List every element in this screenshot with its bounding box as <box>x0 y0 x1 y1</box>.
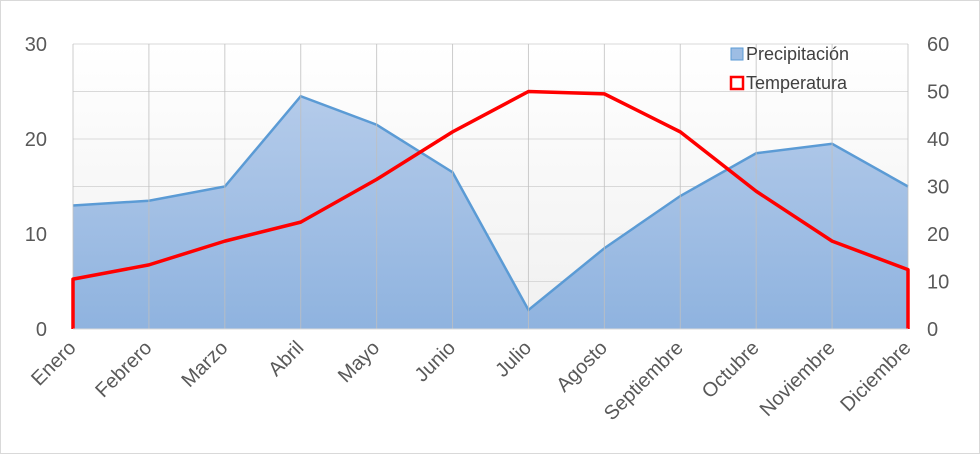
legend-label-precipitacion: Precipitación <box>746 44 849 64</box>
legend-swatch-precipitacion <box>731 48 743 60</box>
right-tick-label: 40 <box>927 129 949 151</box>
x-tick-label: Febrero <box>91 337 156 402</box>
legend-label-temperatura: Temperatura <box>746 73 848 93</box>
x-tick-label: Noviembre <box>756 337 840 421</box>
right-tick-label: 0 <box>927 319 938 341</box>
x-tick-label: Enero <box>27 337 80 390</box>
right-axis: 0 10 20 30 40 50 60 <box>927 34 949 341</box>
right-tick-label: 50 <box>927 82 949 104</box>
right-tick-label: 60 <box>927 34 949 56</box>
x-tick-label: Septiembre <box>600 337 688 425</box>
legend-swatch-temperatura <box>731 77 743 89</box>
x-tick-label: Octubre <box>698 337 764 403</box>
right-tick-label: 30 <box>927 177 949 199</box>
x-tick-label: Diciembre <box>836 337 915 416</box>
left-tick-label: 20 <box>25 129 47 151</box>
x-tick-label: Agosto <box>552 337 612 397</box>
right-tick-label: 20 <box>927 224 949 246</box>
right-tick-label: 10 <box>927 272 949 294</box>
x-tick-label: Julio <box>491 337 536 382</box>
x-tick-label: Mayo <box>334 337 384 387</box>
x-tick-label: Marzo <box>177 337 232 392</box>
left-tick-label: 0 <box>36 319 47 341</box>
left-tick-label: 10 <box>25 224 47 246</box>
left-tick-label: 30 <box>25 34 47 56</box>
left-axis: 0 10 20 30 <box>25 34 47 341</box>
x-tick-label: Abril <box>264 337 308 381</box>
x-tick-label: Junio <box>411 337 460 386</box>
